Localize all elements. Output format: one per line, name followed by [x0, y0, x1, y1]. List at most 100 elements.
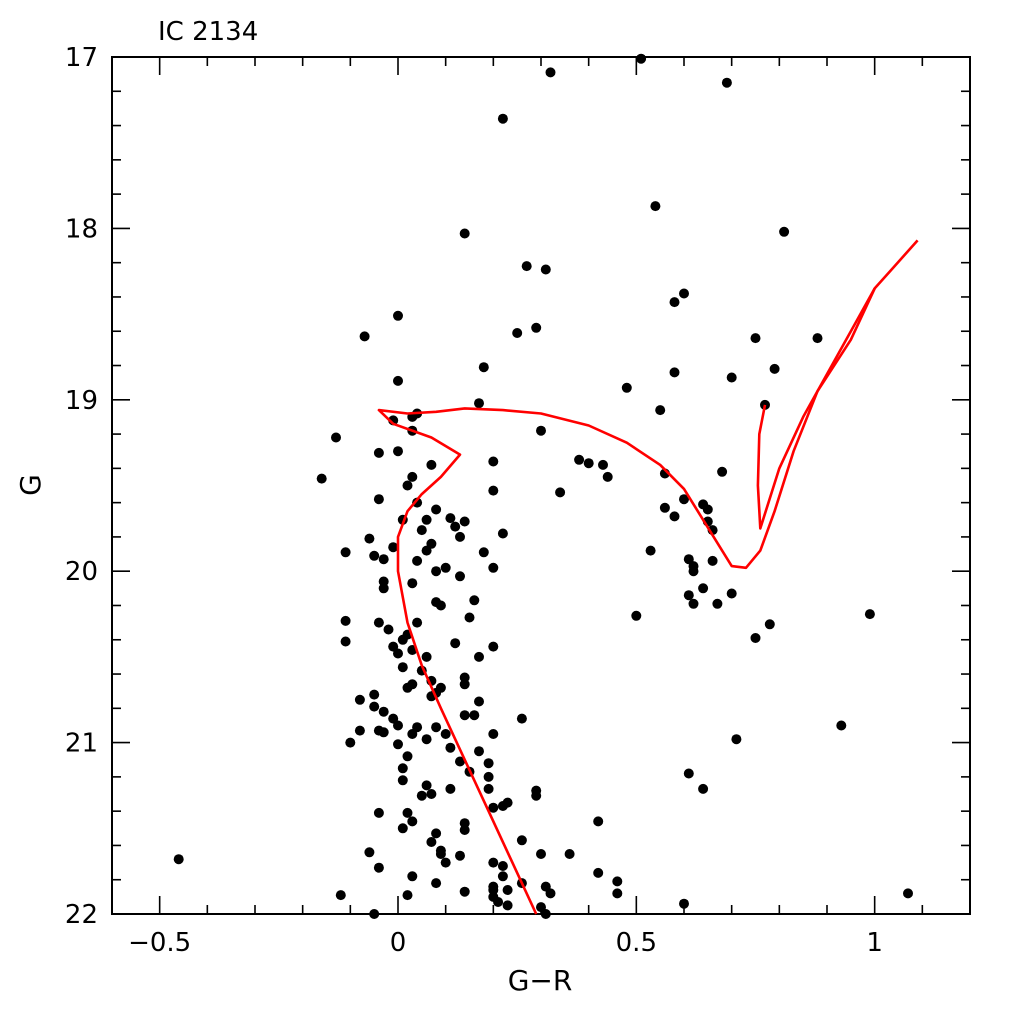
star-point — [545, 888, 556, 899]
star-point — [474, 746, 484, 757]
star-point — [469, 595, 480, 606]
star-point — [655, 405, 666, 416]
star-point — [412, 617, 423, 628]
star-point — [397, 775, 408, 786]
star-point — [335, 890, 346, 901]
star-point — [393, 446, 403, 457]
star-point — [583, 458, 594, 469]
star-point — [431, 566, 442, 577]
star-point — [631, 610, 642, 621]
star-point — [369, 909, 380, 919]
star-point — [750, 333, 761, 344]
plot-area: −0.5 0 0.5 1 17 18 19 20 21 22 — [65, 43, 971, 958]
star-point — [378, 706, 389, 717]
y-tick-label: 21 — [65, 729, 98, 759]
star-point — [540, 264, 551, 275]
star-point — [421, 734, 432, 745]
star-point — [440, 562, 451, 573]
star-point — [483, 783, 494, 794]
star-point — [545, 67, 556, 78]
star-point — [698, 783, 709, 794]
star-point — [393, 720, 403, 731]
star-point — [464, 612, 475, 623]
star-point — [702, 504, 713, 515]
star-point — [407, 871, 418, 882]
y-tick-label: 17 — [65, 43, 98, 73]
star-point — [340, 547, 351, 558]
star-point — [717, 466, 728, 477]
star-point — [407, 816, 418, 827]
star-point — [726, 588, 737, 599]
star-point — [416, 790, 427, 801]
star-point — [779, 226, 790, 237]
x-tick-label: 0 — [390, 928, 407, 958]
star-point — [445, 742, 456, 753]
star-point — [483, 758, 494, 769]
star-point — [407, 578, 418, 589]
x-axis-label: G−R — [508, 964, 573, 997]
star-point — [426, 789, 437, 799]
star-point — [421, 651, 432, 662]
star-point — [393, 375, 403, 386]
star-point — [431, 722, 442, 733]
star-point — [688, 598, 699, 609]
star-point — [602, 471, 613, 482]
star-point — [488, 729, 499, 739]
star-point — [426, 459, 437, 470]
star-point — [621, 382, 632, 393]
star-point — [459, 679, 470, 690]
star-point — [416, 525, 427, 536]
star-point — [540, 909, 551, 919]
star-point — [474, 696, 484, 707]
star-point — [516, 835, 527, 846]
star-point — [393, 739, 403, 750]
star-point — [431, 828, 442, 839]
star-point — [378, 727, 389, 738]
star-point — [502, 900, 513, 911]
star-point — [402, 807, 413, 818]
x-tick-label: 1 — [866, 928, 883, 958]
x-tick-label: −0.5 — [128, 928, 191, 958]
star-point — [435, 600, 446, 611]
star-point — [512, 328, 523, 338]
star-point — [650, 201, 661, 212]
star-point — [373, 617, 384, 628]
star-point — [612, 888, 623, 899]
star-point — [364, 533, 375, 544]
star-point — [316, 473, 327, 484]
star-point — [836, 720, 847, 731]
plot-frame — [111, 56, 971, 915]
star-point — [488, 485, 499, 496]
star-point — [455, 571, 465, 582]
star-point — [683, 768, 694, 779]
star-point — [769, 363, 780, 374]
star-point — [388, 542, 399, 553]
star-point — [564, 849, 575, 859]
star-point — [407, 729, 418, 739]
star-point — [497, 871, 508, 882]
star-point — [593, 816, 604, 827]
star-point — [440, 729, 451, 739]
star-point — [698, 583, 709, 594]
star-point — [440, 857, 451, 868]
star-point — [721, 77, 732, 88]
star-point — [397, 823, 408, 834]
star-point — [402, 682, 413, 693]
star-point — [445, 783, 456, 794]
star-point — [450, 638, 461, 649]
star-point — [373, 807, 384, 818]
star-point — [488, 885, 499, 895]
y-tick-label: 18 — [65, 214, 98, 244]
star-point — [402, 480, 413, 491]
star-point — [669, 511, 680, 522]
star-point — [345, 737, 356, 748]
star-point — [459, 710, 470, 721]
star-point — [459, 228, 470, 239]
star-point — [497, 801, 508, 811]
star-point — [373, 862, 384, 873]
x-tick-label: 0.5 — [616, 928, 657, 958]
y-tick-label: 22 — [65, 900, 98, 930]
star-point — [488, 456, 499, 467]
star-point — [497, 113, 508, 124]
star-point — [731, 734, 742, 745]
